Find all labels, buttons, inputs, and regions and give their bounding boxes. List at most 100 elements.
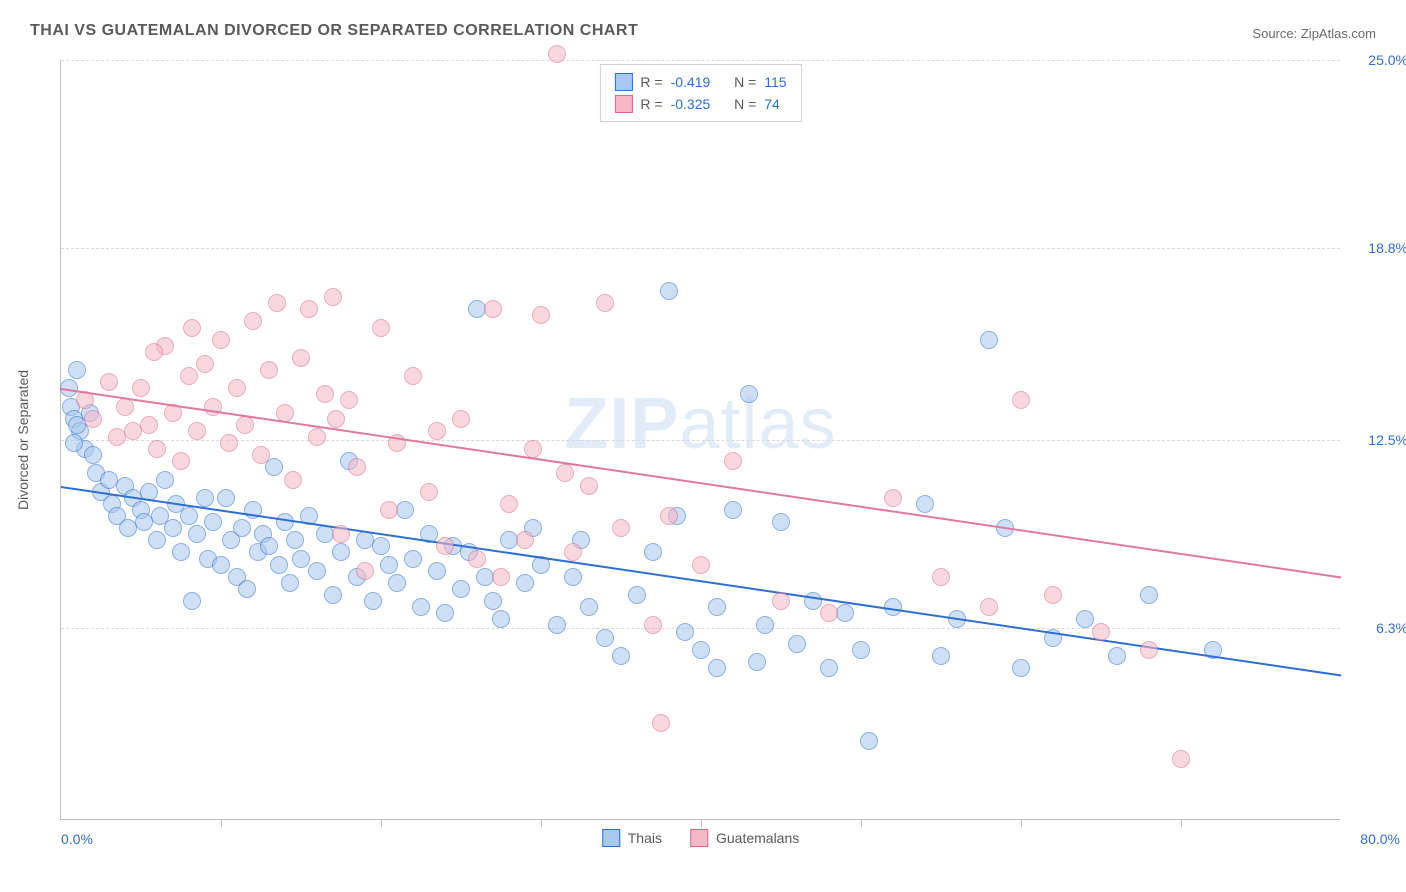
legend-swatch-guatemalans bbox=[614, 95, 632, 113]
legend-row-thais: R = -0.419 N = 115 bbox=[614, 71, 786, 93]
data-point bbox=[308, 562, 326, 580]
data-point bbox=[516, 531, 534, 549]
data-point bbox=[452, 580, 470, 598]
data-point bbox=[436, 537, 454, 555]
data-point bbox=[644, 616, 662, 634]
gridline bbox=[61, 60, 1340, 61]
data-point bbox=[884, 489, 902, 507]
data-point bbox=[252, 446, 270, 464]
data-point bbox=[860, 732, 878, 750]
data-point bbox=[180, 367, 198, 385]
data-point bbox=[340, 391, 358, 409]
legend-n-label: N = bbox=[734, 96, 756, 112]
data-point bbox=[580, 477, 598, 495]
data-point bbox=[180, 507, 198, 525]
data-point bbox=[316, 385, 334, 403]
data-point bbox=[332, 525, 350, 543]
chart-area: ZIPatlas R = -0.419 N = 115 R = -0.325 N… bbox=[60, 60, 1340, 820]
data-point bbox=[772, 592, 790, 610]
data-point bbox=[276, 513, 294, 531]
source-prefix: Source: bbox=[1252, 26, 1297, 41]
data-point bbox=[644, 543, 662, 561]
data-point bbox=[132, 379, 150, 397]
data-point bbox=[260, 361, 278, 379]
data-point bbox=[652, 714, 670, 732]
data-point bbox=[212, 331, 230, 349]
data-point bbox=[676, 623, 694, 641]
data-point bbox=[980, 331, 998, 349]
data-point bbox=[348, 458, 366, 476]
correlation-legend: R = -0.419 N = 115 R = -0.325 N = 74 bbox=[599, 64, 801, 122]
data-point bbox=[148, 440, 166, 458]
data-point bbox=[172, 452, 190, 470]
data-point bbox=[183, 592, 201, 610]
data-point bbox=[452, 410, 470, 428]
data-point bbox=[708, 659, 726, 677]
legend-n-label: N = bbox=[734, 74, 756, 90]
x-tick bbox=[1021, 819, 1022, 827]
data-point bbox=[196, 355, 214, 373]
data-point bbox=[172, 543, 190, 561]
data-point bbox=[356, 562, 374, 580]
data-point bbox=[260, 537, 278, 555]
data-point bbox=[183, 319, 201, 337]
data-point bbox=[1044, 586, 1062, 604]
data-point bbox=[300, 300, 318, 318]
data-point bbox=[548, 45, 566, 63]
data-point bbox=[932, 568, 950, 586]
data-point bbox=[612, 519, 630, 537]
data-point bbox=[932, 647, 950, 665]
data-point bbox=[284, 471, 302, 489]
x-tick bbox=[541, 819, 542, 827]
data-point bbox=[100, 373, 118, 391]
gridline bbox=[61, 440, 1340, 441]
x-axis-min-label: 0.0% bbox=[61, 831, 93, 847]
data-point bbox=[980, 598, 998, 616]
data-point bbox=[660, 282, 678, 300]
y-tick-label: 12.5% bbox=[1348, 432, 1406, 448]
data-point bbox=[327, 410, 345, 428]
legend-r-value-thais: -0.419 bbox=[671, 74, 711, 90]
legend-n-value-thais: 115 bbox=[764, 74, 786, 90]
y-tick-label: 6.3% bbox=[1348, 620, 1406, 636]
gridline bbox=[61, 628, 1340, 629]
watermark: ZIPatlas bbox=[564, 383, 836, 465]
data-point bbox=[84, 446, 102, 464]
data-point bbox=[524, 440, 542, 458]
legend-label-thais: Thais bbox=[628, 830, 662, 846]
data-point bbox=[68, 361, 86, 379]
data-point bbox=[724, 501, 742, 519]
data-point bbox=[380, 556, 398, 574]
data-point bbox=[332, 543, 350, 561]
data-point bbox=[484, 592, 502, 610]
data-point bbox=[220, 434, 238, 452]
legend-item-guatemalans: Guatemalans bbox=[690, 829, 799, 847]
x-tick bbox=[861, 819, 862, 827]
source-name: ZipAtlas.com bbox=[1301, 26, 1376, 41]
data-point bbox=[324, 288, 342, 306]
data-point bbox=[412, 598, 430, 616]
data-point bbox=[516, 574, 534, 592]
data-point bbox=[238, 580, 256, 598]
data-point bbox=[148, 531, 166, 549]
data-point bbox=[212, 556, 230, 574]
data-point bbox=[404, 367, 422, 385]
data-point bbox=[270, 556, 288, 574]
data-point bbox=[404, 550, 422, 568]
legend-swatch-thais bbox=[614, 73, 632, 91]
data-point bbox=[196, 489, 214, 507]
data-point bbox=[372, 319, 390, 337]
watermark-bold: ZIP bbox=[564, 384, 679, 464]
data-point bbox=[428, 562, 446, 580]
legend-label-guatemalans: Guatemalans bbox=[716, 830, 799, 846]
series-legend: Thais Guatemalans bbox=[602, 829, 800, 847]
data-point bbox=[692, 556, 710, 574]
data-point bbox=[724, 452, 742, 470]
data-point bbox=[1172, 750, 1190, 768]
data-point bbox=[756, 616, 774, 634]
legend-n-value-guatemalans: 74 bbox=[764, 96, 780, 112]
x-axis-max-label: 80.0% bbox=[1360, 831, 1400, 847]
data-point bbox=[556, 464, 574, 482]
data-point bbox=[852, 641, 870, 659]
legend-r-label: R = bbox=[640, 96, 662, 112]
